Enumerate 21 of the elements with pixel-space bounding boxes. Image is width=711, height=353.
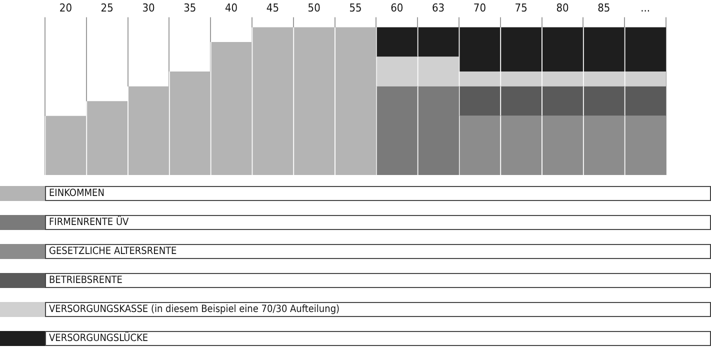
x-tick-label: 20	[59, 1, 72, 14]
x-tick-label: 55	[349, 1, 362, 14]
legend-label: EINKOMMEN	[45, 186, 711, 201]
x-tick-label: 60	[390, 1, 404, 14]
x-tick-label: 75	[514, 1, 528, 14]
legend-label: GESETZLICHE ALTERSRENTE	[45, 244, 711, 259]
x-tick-label: 35	[184, 1, 196, 14]
x-tick-label: 45	[266, 1, 279, 14]
legend-label: BETRIEBSRENTE	[45, 273, 711, 288]
x-tick-label: 50	[308, 1, 320, 14]
x-tick-label: 80	[556, 1, 569, 14]
x-tick-label: 85	[598, 1, 610, 14]
x-tick-label: 30	[142, 1, 155, 14]
legend-label: VERSORGUNGSLÜCKE	[45, 331, 711, 346]
x-tick-label: 63	[432, 1, 445, 14]
x-tick-label: 40	[225, 1, 238, 14]
x-tick-label: 70	[473, 1, 486, 14]
x-tick-label: 25	[100, 1, 114, 14]
legend-label: FIRMENRENTE ÜV	[45, 215, 711, 230]
legend-label: VERSORGUNGSKASSE (in diesem Beispiel eine 70/30 Aufteilung)	[45, 302, 711, 317]
x-tick-label: ...	[640, 1, 650, 14]
